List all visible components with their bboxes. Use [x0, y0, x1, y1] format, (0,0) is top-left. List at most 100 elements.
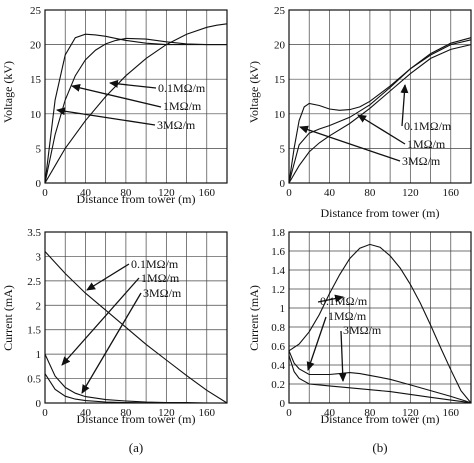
annotation-arrow: [71, 83, 162, 108]
plot-frame: [44, 9, 228, 184]
y-tick-label: 10: [274, 109, 286, 121]
panel-label-a: (a): [129, 440, 143, 455]
annotation-label: 0.1MΩ/m: [320, 294, 368, 308]
y-tick-label: 1.5: [27, 325, 41, 337]
series-line-2: [288, 355, 472, 404]
y-tick-label: 0.4: [271, 360, 285, 372]
y-tick-label: 0.2: [271, 379, 285, 391]
series-line-1: [288, 350, 472, 404]
plot-frame: [288, 231, 472, 404]
annotation-arrow: [338, 330, 347, 382]
x-tick-label: 0: [286, 187, 292, 199]
x-tick-label: 0: [42, 407, 48, 419]
series-line-2: [44, 373, 227, 404]
chart-panel-0: 0 40 80 120 160 0 5 10 15 20 25 Distance from tower…: [1, 5, 228, 206]
y-tick-label: 3: [36, 251, 42, 263]
y-axis-label: Current (mA): [1, 285, 15, 351]
y-tick-label: 5: [36, 143, 42, 155]
y-tick-label: 1: [280, 303, 286, 315]
series-line-0: [288, 243, 472, 404]
y-tick-label: 0: [36, 178, 42, 190]
annotation-label: 3MΩ/m: [343, 323, 382, 337]
x-tick-label: 120: [158, 187, 175, 199]
chart-panel-2: 0 40 80 120 160 0 0.5 1 1.5 2 2.5 3 3.5 Distance from…: [1, 227, 228, 426]
y-tick-label: 1.6: [271, 246, 285, 258]
annotation-label: 0.1MΩ/m: [404, 119, 452, 133]
y-tick-label: 1: [36, 349, 42, 361]
annotation-label: 3MΩ/m: [143, 286, 182, 300]
y-tick-label: 0.6: [271, 341, 285, 353]
y-tick-label: 1.8: [271, 227, 285, 239]
x-tick-label: 80: [120, 407, 132, 419]
annotation-label: 1MΩ/m: [328, 309, 367, 323]
y-tick-label: 2.5: [27, 276, 41, 288]
y-tick-label: 1.2: [271, 284, 285, 296]
x-tick-label: 40: [324, 407, 336, 419]
annotation-arrow: [61, 277, 140, 366]
y-tick-label: 15: [274, 74, 286, 86]
annotation-arrow: [56, 107, 156, 126]
annotation-arrow: [299, 125, 401, 162]
annotation-arrow: [317, 294, 344, 303]
x-tick-label: 160: [443, 407, 460, 419]
annotation-arrow: [400, 84, 409, 127]
plot-frame: [288, 9, 472, 184]
x-tick-label: 80: [364, 407, 376, 419]
series-line-0: [288, 39, 472, 184]
y-axis-label: Current (mA): [247, 285, 261, 351]
y-tick-label: 25: [30, 5, 42, 17]
series-line-2: [44, 23, 228, 184]
y-tick-label: 0.5: [27, 374, 41, 386]
annotation-label: 1MΩ/m: [163, 99, 202, 113]
series-line-1: [288, 37, 472, 184]
x-tick-label: 120: [402, 187, 419, 199]
y-tick-label: 20: [30, 40, 42, 52]
series-line-1: [44, 37, 227, 184]
y-tick-label: 3.5: [27, 227, 41, 239]
x-tick-label: 40: [324, 187, 336, 199]
y-axis-label: Voltage (kV): [1, 61, 15, 123]
x-tick-label: 120: [158, 407, 175, 419]
x-tick-label: 160: [199, 407, 216, 419]
x-tick-label: 40: [80, 187, 92, 199]
x-tick-label: 120: [402, 407, 419, 419]
x-tick-label: 0: [42, 187, 48, 199]
y-tick-label: 0: [280, 398, 286, 410]
series-line-0: [44, 251, 228, 404]
y-tick-label: 5: [280, 143, 286, 155]
chart-panel-3: 0 40 80 120 160 0 0.2 0.4 0.6 0.8 1 1.2 1.4 1.6 1.8 Dis…: [247, 227, 472, 426]
x-tick-label: 160: [199, 187, 216, 199]
annotation-label: 0.1MΩ/m: [158, 81, 206, 95]
x-axis-label: Distance from tower (m): [321, 206, 440, 220]
x-axis-label: Distance from tower (m): [77, 412, 196, 426]
y-tick-label: 0: [36, 398, 42, 410]
annotation-label: 1MΩ/m: [141, 271, 180, 285]
x-tick-label: 0: [286, 407, 292, 419]
panel-label-b: (b): [372, 440, 387, 455]
x-axis-label: Distance from tower (m): [77, 192, 196, 206]
annotation-label: 3MΩ/m: [157, 118, 196, 132]
annotation-arrow: [81, 292, 142, 394]
x-tick-label: 80: [364, 187, 376, 199]
annotation-arrow: [306, 316, 327, 371]
annotation-label: 3MΩ/m: [402, 154, 441, 168]
x-tick-label: 40: [80, 407, 92, 419]
annotation-arrow: [357, 114, 406, 145]
y-tick-label: 20: [274, 40, 286, 52]
annotation-label: 1MΩ/m: [407, 137, 446, 151]
chart-panel-1: 0 40 80 120 160 0 5 10 15 20 25 Distance from tower…: [247, 5, 472, 220]
x-tick-label: 80: [120, 187, 132, 199]
y-tick-label: 10: [30, 109, 42, 121]
y-tick-label: 2: [36, 300, 42, 312]
y-tick-label: 1.4: [271, 265, 285, 277]
x-axis-label: Distance from tower (m): [321, 412, 440, 426]
x-tick-label: 160: [443, 187, 460, 199]
annotation-arrow: [109, 79, 157, 89]
y-axis-label: Voltage (kV): [247, 61, 261, 123]
annotation-arrow: [86, 263, 130, 291]
y-tick-label: 0.8: [271, 322, 285, 334]
series-line-0: [44, 33, 227, 184]
y-tick-label: 25: [274, 5, 286, 17]
y-tick-label: 15: [30, 74, 42, 86]
